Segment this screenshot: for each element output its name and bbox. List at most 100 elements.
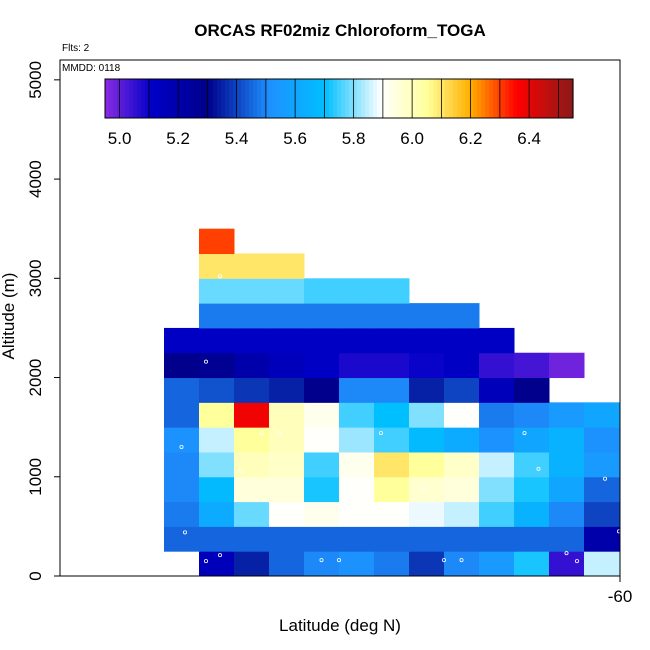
colorbar-segment (277, 79, 282, 118)
heatmap-cell (269, 303, 305, 329)
colorbar-segment (313, 79, 318, 118)
heatmap-cell (269, 427, 305, 453)
colorbar-segment (337, 79, 342, 118)
sample-point (277, 431, 282, 436)
heatmap-cell (164, 327, 200, 354)
colorbar-segment (153, 79, 158, 118)
heatmap-cell (199, 551, 235, 577)
heatmap-cell (549, 476, 585, 503)
colorbar-segment (177, 79, 182, 118)
heatmap-cell (269, 278, 305, 304)
heatmap-cell (339, 377, 375, 403)
colorbar-segment (353, 79, 358, 118)
x-tick-label: -60 (608, 587, 633, 606)
sample-point (536, 466, 541, 471)
heatmap-cell (304, 451, 340, 478)
heatmap-cell (339, 501, 375, 527)
heatmap-cell (304, 352, 340, 379)
heatmap-cell (374, 377, 410, 403)
heatmap-cell (584, 427, 620, 453)
heatmap-cell (269, 253, 305, 279)
sample-point (217, 553, 222, 558)
colorbar-segment (561, 79, 566, 118)
colorbar-segment (493, 79, 498, 118)
colorbar-segment (281, 79, 286, 118)
heatmap-cells (164, 228, 620, 577)
colorbar-segment (261, 79, 266, 118)
heatmap-cell (549, 551, 585, 577)
colorbar-segment (529, 79, 534, 118)
heatmap-cell (409, 551, 445, 577)
heatmap-cell (444, 402, 480, 428)
colorbar-segment (309, 79, 314, 118)
colorbar-segment (381, 79, 386, 118)
heatmap-cell (444, 451, 480, 478)
colorbar-segment (389, 79, 394, 118)
heatmap-cell (374, 402, 410, 428)
heatmap-cell (269, 402, 305, 428)
heatmap-cell (514, 352, 550, 379)
colorbar-segment (557, 79, 562, 118)
colorbar-segment (289, 79, 294, 118)
colorbar-segment (441, 79, 446, 118)
colorbar-segment (525, 79, 530, 118)
heatmap-cell (409, 377, 445, 403)
colorbar-segment (417, 79, 422, 118)
sample-point (182, 530, 187, 535)
colorbar-segment (469, 79, 474, 118)
y-tick-label: 5000 (26, 61, 45, 99)
colorbar-segment (345, 79, 350, 118)
heatmap-cell (374, 352, 410, 379)
heatmap-cell (164, 451, 200, 478)
colorbar-segment (545, 79, 550, 118)
heatmap-cell (199, 427, 235, 453)
colorbar-segment (197, 79, 202, 118)
heatmap-cell (514, 451, 550, 478)
heatmap-cell (199, 303, 235, 329)
heatmap-cell (234, 501, 270, 527)
heatmap-cell (479, 377, 515, 403)
heatmap-cell (234, 427, 270, 453)
sample-point (378, 431, 383, 436)
colorbar-segment (405, 79, 410, 118)
colorbar-tick-label: 5.2 (166, 129, 190, 148)
heatmap-cell (234, 327, 270, 354)
heatmap-cell (304, 327, 340, 354)
heatmap-cell (234, 278, 270, 304)
heatmap-cell (374, 327, 410, 354)
heatmap-cell (304, 402, 340, 428)
colorbar-segment (217, 79, 222, 118)
heatmap-cell (234, 451, 270, 478)
heatmap-cell (514, 501, 550, 527)
heatmap-cell (584, 451, 620, 478)
heatmap-cell (479, 551, 515, 577)
heatmap-cell (479, 427, 515, 453)
colorbar-segment (369, 79, 374, 118)
colorbar-segment (409, 79, 414, 118)
heatmap-cell (409, 327, 445, 354)
sample-point (217, 274, 222, 279)
sample-point (617, 529, 622, 534)
colorbar-segment (201, 79, 206, 118)
heatmap-cell (479, 402, 515, 428)
colorbar-segment (225, 79, 230, 118)
chart-title: ORCAS RF02miz Chloroform_TOGA (194, 21, 486, 40)
colorbar-segment (305, 79, 310, 118)
colorbar-segment (565, 79, 570, 118)
heatmap-cell (164, 476, 200, 503)
colorbar-segment (221, 79, 226, 118)
sample-point (361, 489, 366, 494)
colorbar-segment (445, 79, 450, 118)
colorbar-tick-label: 6.2 (459, 129, 483, 148)
heatmap-cell (549, 451, 585, 478)
heatmap-cell (444, 476, 480, 503)
heatmap-cell (339, 451, 375, 478)
y-tick-label: 1000 (26, 458, 45, 496)
colorbar-segment (257, 79, 262, 118)
colorbar-segment (229, 79, 234, 118)
sample-point (203, 559, 208, 564)
sample-point (522, 431, 527, 436)
colorbar-segment (541, 79, 546, 118)
sample-point (420, 487, 425, 492)
